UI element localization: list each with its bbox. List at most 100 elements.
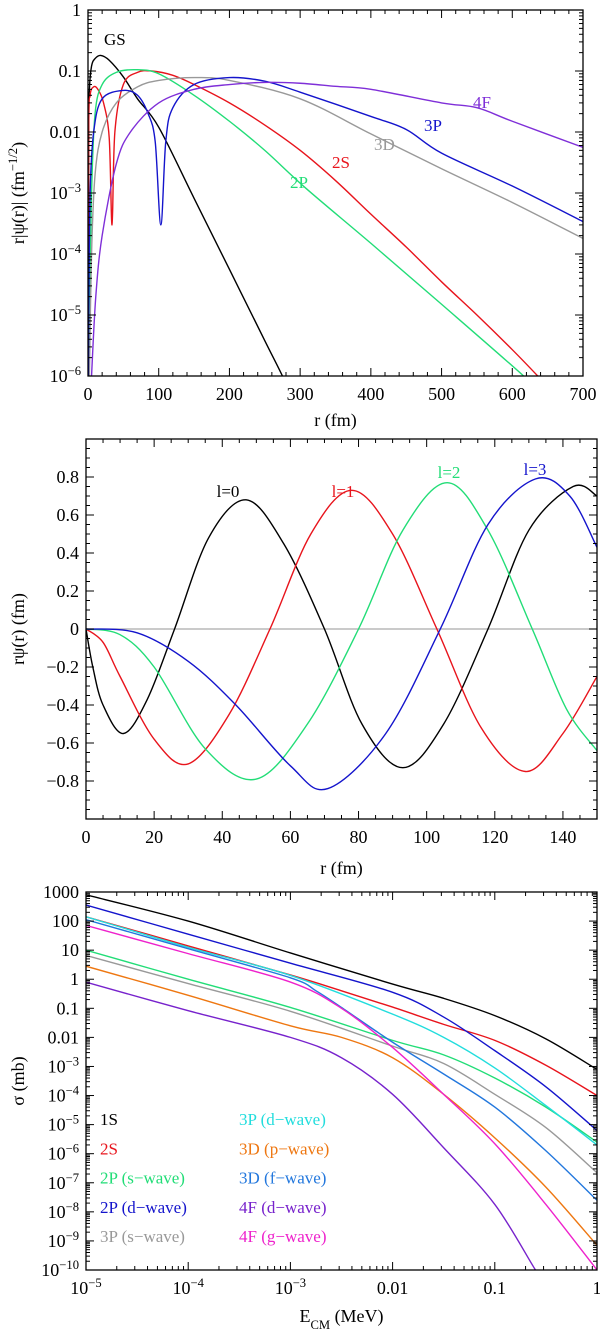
- y-tick-label: 10−5: [48, 1113, 79, 1135]
- series-line-4f-d-wave-: [86, 981, 537, 1270]
- y-tick-label: 0.2: [57, 581, 80, 601]
- series-line-2p-s-wave-: [86, 949, 597, 1143]
- y-tick-label: 100: [52, 911, 79, 931]
- series-line-l=1: [86, 489, 597, 773]
- y-tick-label: 10−7: [48, 1171, 79, 1193]
- y-axis-label: r|ψ(r)| (fm−1/2): [6, 142, 29, 244]
- tick-marks: [85, 438, 598, 820]
- legend-entry: 2P (s−wave): [100, 1169, 185, 1188]
- x-tick-label: 200: [216, 384, 243, 404]
- legend-entry: 2P (d−wave): [100, 1198, 187, 1217]
- series-line-l=0: [86, 484, 597, 769]
- y-tick-label: 10−8: [48, 1200, 79, 1222]
- y-tick-label: 10−9: [48, 1229, 79, 1251]
- x-tick-label: 700: [570, 384, 597, 404]
- x-tick-label: 40: [213, 827, 231, 847]
- x-tick-label: 10−5: [70, 1276, 101, 1298]
- x-tick-label: 500: [428, 384, 455, 404]
- y-tick-label: 0.01: [50, 122, 82, 142]
- y-tick-label: −0.8: [46, 771, 79, 791]
- legend: 1S 2S 2P (s−wave) 2P (d−wave) 3P (s−wave) 3P …: [100, 1110, 329, 1246]
- legend-entry: 1S: [100, 1110, 118, 1129]
- y-tick-label: −0.6: [46, 733, 79, 753]
- tick-marks: [85, 891, 598, 1271]
- legend-entry: 3P (s−wave): [100, 1227, 185, 1246]
- y-tick-label: 10−5: [50, 303, 81, 325]
- series-group: [86, 477, 597, 791]
- y-tick-label: 10−6: [50, 364, 81, 386]
- x-tick-label: 100: [413, 827, 440, 847]
- y-tick-label: 10: [61, 940, 79, 960]
- x-tick-label: 20: [145, 827, 163, 847]
- series-line-4f-g-wave-: [86, 924, 597, 1270]
- x-tick-label: 120: [481, 827, 508, 847]
- curve-label: GS: [104, 30, 126, 49]
- x-tick-label: 80: [350, 827, 368, 847]
- legend-entry: 2S: [100, 1139, 118, 1158]
- wavefunction-panel: 0 20 40 60 80 100 120 140 0.8 0.6 0.4 0.2 0 −0.2 −0.4 −…: [8, 438, 598, 879]
- legend-entry: 3D (f−wave): [239, 1169, 326, 1188]
- series-line-4f: [90, 81, 583, 376]
- series-line-2p-d-wave-: [86, 904, 597, 1131]
- y-tick-label: 0: [70, 619, 79, 639]
- x-tick-label: 60: [281, 827, 299, 847]
- series-group: [88, 54, 583, 376]
- x-axis-label: r (fm): [320, 858, 362, 879]
- series-line-3p-s-wave-: [86, 954, 597, 1174]
- curve-label: 4F: [473, 93, 491, 112]
- y-tick-label: 0.6: [57, 505, 80, 525]
- x-tick-label: 600: [499, 384, 526, 404]
- series-line-l=3: [86, 477, 597, 791]
- x-tick-label: 0: [84, 384, 93, 404]
- x-tick-label: 10−3: [275, 1276, 306, 1298]
- curve-label: l=3: [524, 460, 547, 479]
- x-tick-label: 10−4: [172, 1276, 204, 1298]
- y-tick-label: 10−6: [48, 1142, 79, 1164]
- x-tick-label: 140: [549, 827, 576, 847]
- series-line-3d-f-wave-: [86, 918, 597, 1201]
- series-line-1s: [86, 894, 597, 1071]
- plot-frame: [87, 9, 584, 377]
- x-tick-label: 100: [145, 384, 172, 404]
- y-tick-label: −0.4: [46, 695, 79, 715]
- legend-entry: 4F (d−wave): [239, 1198, 326, 1217]
- legend-entry: 4F (g−wave): [239, 1227, 326, 1246]
- curve-label: 2P: [290, 173, 308, 192]
- curve-label: l=2: [438, 463, 461, 482]
- x-tick-label: 0.01: [377, 1278, 409, 1298]
- series-line-l=2: [86, 481, 597, 781]
- series-line-3d: [88, 76, 583, 376]
- x-tick-label: 1: [593, 1278, 600, 1298]
- series-line-3d-p-wave-: [86, 965, 597, 1246]
- y-tick-label: 0.8: [57, 467, 80, 487]
- y-tick-label: 10−4: [48, 1084, 80, 1106]
- series-group: [86, 894, 597, 1270]
- curve-label: l=1: [332, 482, 355, 501]
- x-axis-label: r (fm): [314, 410, 356, 431]
- y-tick-label: 10−3: [48, 1054, 79, 1076]
- y-axis-label: rψ(r) (fm): [8, 593, 29, 665]
- y-tick-label: 1: [70, 969, 79, 989]
- series-line-2s: [88, 69, 539, 376]
- y-tick-label: 10−3: [50, 181, 81, 203]
- y-tick-label: 1: [72, 0, 81, 20]
- x-tick-label: 400: [357, 384, 384, 404]
- y-tick-label: 0.4: [57, 543, 80, 563]
- curve-label: 3D: [374, 135, 395, 154]
- curve-label: 2S: [332, 153, 350, 172]
- y-tick-label: 10−4: [50, 242, 82, 264]
- y-axis-label: σ (mb): [8, 1056, 29, 1105]
- cross-section-panel: 10−5 10−4 10−3 0.01 0.1 1 1000 100 10 1 0.1 0.01 10−…: [8, 882, 600, 1332]
- curve-label: l=0: [217, 482, 240, 501]
- y-tick-label: −0.2: [46, 657, 79, 677]
- series-line-3p: [88, 76, 583, 376]
- curve-label: 3P: [424, 116, 442, 135]
- series-line-2s: [86, 916, 597, 1097]
- x-axis-label: ECM (MeV): [299, 1306, 383, 1332]
- legend-entry: 3P (d−wave): [239, 1110, 326, 1129]
- series-line-3p-d-wave-: [86, 916, 597, 1146]
- series-line-2p: [88, 68, 525, 376]
- y-tick-label: 1000: [43, 882, 79, 902]
- y-tick-label: 0.1: [57, 998, 80, 1018]
